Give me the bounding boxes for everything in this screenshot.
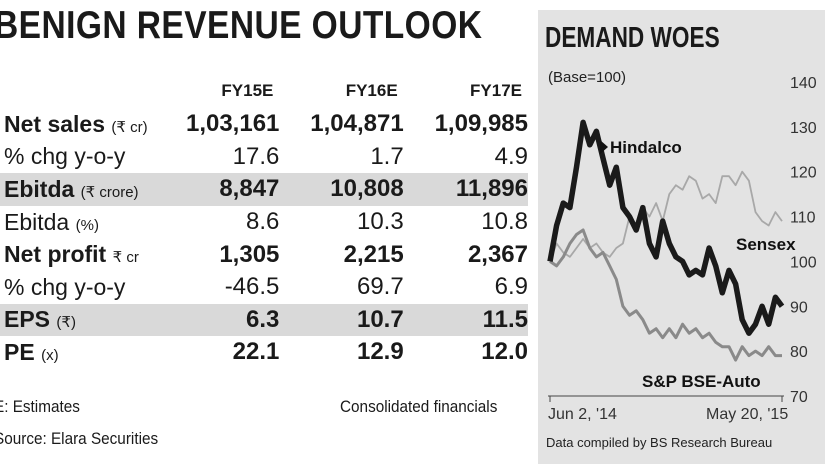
y-tick-label: 90	[790, 299, 808, 316]
table-cell: 1,09,985	[434, 110, 528, 138]
financials-table: FY15E FY16E FY17E Net sales (₹ cr) 1,03,…	[0, 74, 528, 369]
row-unit: (%)	[75, 216, 99, 234]
table-row: % chg y-o-y 17.6 1.7 4.9	[0, 141, 528, 174]
row-label: % chg y-o-y	[4, 273, 126, 300]
col-header-fy15e: FY15E	[221, 81, 274, 100]
table-cell: 8,847	[165, 173, 280, 206]
row-unit: (₹ crore)	[80, 183, 139, 201]
row-label: Net sales	[4, 110, 106, 137]
estimates-note: E: Estimates	[0, 397, 80, 416]
table-cell: 10,808	[279, 173, 404, 206]
table-cell: 2,215	[343, 240, 404, 268]
table-cell: -46.5	[224, 273, 280, 301]
main-title: BENIGN REVENUE OUTLOOK	[0, 4, 483, 47]
y-tick-label: 110	[790, 210, 816, 227]
y-tick-label: 100	[790, 254, 817, 271]
table-header-row: FY15E FY16E FY17E	[0, 74, 528, 108]
table-cell: 1,03,161	[185, 110, 280, 138]
chart-subtitle: (Base=100)	[548, 69, 626, 86]
row-unit: (x)	[41, 346, 59, 364]
table-cell: 10.8	[481, 208, 528, 236]
col-header-fy16e: FY16E	[345, 81, 398, 100]
table-cell: 8.6	[246, 208, 280, 236]
table-row: % chg y-o-y -46.5 69.7 6.9	[0, 271, 528, 304]
table-row: Net profit ₹ cr 1,305 2,215 2,367	[0, 238, 528, 271]
table-row: PE (x) 22.1 12.9 12.0	[0, 336, 528, 369]
table-row: EPS (₹) 6.3 10.7 11.5	[0, 303, 528, 337]
table-cell: 11,896	[403, 173, 528, 206]
row-label: Ebitda	[4, 175, 75, 202]
table-cell: 12.0	[481, 338, 528, 366]
source-note: Source: Elara Securities	[0, 429, 159, 448]
table-row: Ebitda (₹ crore) 8,847 10,808 11,896	[0, 173, 528, 206]
table-cell: 1,305	[219, 240, 280, 268]
table-cell: 69.7	[356, 273, 404, 301]
series-label-hindalco: Hindalco	[610, 138, 682, 157]
y-tick-label: 130	[790, 120, 817, 137]
table-cell: 12.9	[356, 338, 404, 366]
table-cell: 1,04,871	[310, 110, 404, 138]
x-tick-label-start: Jun 2, '14	[548, 406, 617, 423]
row-label: Net profit	[4, 241, 107, 268]
line-chart: (Base=100) 70 80 90 100 110 120 130 140 Jun 2, …	[546, 69, 817, 450]
table-cell: 1.7	[370, 142, 404, 170]
chart-footnote: Data compiled by BS Research Bureau	[546, 435, 772, 450]
row-label: EPS	[4, 306, 51, 333]
series-label-auto: S&P BSE-Auto	[642, 372, 761, 391]
chart-title: DEMAND WOES	[545, 22, 720, 54]
table-cell: 4.9	[494, 142, 528, 170]
hindalco-pointer-icon	[600, 140, 608, 154]
table-cell: 6.9	[494, 273, 528, 301]
table-cell: 2,367	[467, 240, 528, 268]
series-label-sensex: Sensex	[736, 235, 796, 254]
table-cell: 11.5	[403, 303, 528, 337]
row-unit: (₹ cr)	[111, 118, 148, 136]
y-tick-label: 80	[790, 344, 808, 361]
x-tick-label-end: May 20, '15	[706, 406, 788, 423]
row-label: % chg y-o-y	[4, 143, 126, 170]
row-unit: (₹)	[56, 314, 76, 332]
series-line-hindalco	[547, 119, 785, 336]
row-unit: ₹ cr	[112, 249, 139, 267]
consolidated-note: Consolidated financials	[340, 397, 498, 416]
y-tick-label: 70	[790, 389, 808, 406]
y-tick-label: 120	[790, 165, 817, 182]
table-cell: 22.1	[232, 338, 280, 366]
table-row: Net sales (₹ cr) 1,03,161 1,04,871 1,09,…	[0, 108, 528, 141]
demand-woes-chart-panel: DEMAND WOES (Base=100) 70 80 90 100 110 120 13…	[538, 10, 825, 464]
table-cell: 10.7	[279, 303, 404, 337]
y-tick-label: 140	[790, 75, 817, 92]
col-header-fy17e: FY17E	[470, 81, 522, 100]
table-cell: 10.3	[356, 208, 404, 236]
row-label: PE	[4, 338, 35, 365]
series-line-s-p-bse-auto	[549, 228, 782, 362]
row-label: Ebitda	[4, 208, 70, 235]
table-row: Ebitda (%) 8.6 10.3 10.8	[0, 206, 528, 239]
table-cell: 6.3	[165, 303, 280, 337]
table-cell: 17.6	[232, 142, 280, 170]
